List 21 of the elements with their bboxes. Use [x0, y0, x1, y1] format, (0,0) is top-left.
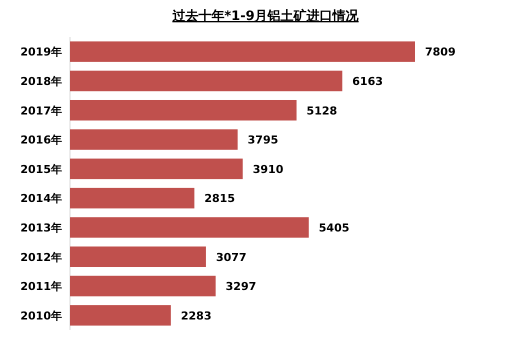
data-label: 3795	[248, 134, 278, 147]
y-tick-label: 2014年	[20, 192, 62, 206]
y-tick-label: 2017年	[20, 104, 62, 118]
data-label: 2283	[180, 309, 212, 322]
data-label: 5128	[306, 104, 338, 118]
y-tick-label: 2016年	[20, 134, 62, 147]
data-label: 5405	[318, 221, 350, 234]
data-label: 3297	[226, 280, 256, 294]
y-tick-label: 2010年	[20, 309, 62, 322]
data-label: 3077	[216, 250, 247, 264]
data-label: 3910	[252, 162, 284, 176]
data-label: 2815	[204, 192, 235, 206]
data-label: 6163	[352, 74, 383, 88]
y-tick-label: 2011年	[20, 280, 62, 294]
title: 过去十年*1-9月铝土矿进口情况	[172, 9, 359, 24]
y-tick-label: 2018年	[20, 74, 62, 88]
data-label: 7809	[425, 46, 456, 59]
y-tick-label: 2015年	[20, 162, 62, 176]
y-tick-label: 2019年	[20, 46, 62, 59]
y-tick-label: 2012年	[20, 250, 62, 264]
y-tick-label: 2013年	[20, 221, 62, 234]
